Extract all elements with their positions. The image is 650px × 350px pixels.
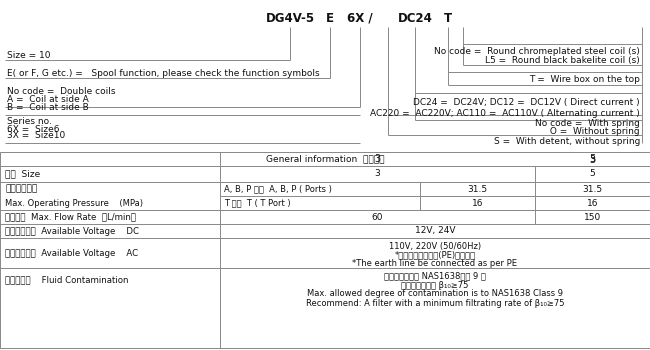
- Text: 油液最高污染级 NAS1638，第 9 级: 油液最高污染级 NAS1638，第 9 级: [384, 272, 486, 280]
- Text: 最高工作压力: 最高工作压力: [5, 184, 37, 194]
- Text: Series no.: Series no.: [7, 118, 52, 126]
- Text: Max. allowed degree of contamination is to NAS1638 Class 9: Max. allowed degree of contamination is …: [307, 289, 563, 299]
- Text: 通径  Size: 通径 Size: [5, 169, 40, 178]
- Text: 3X =  Size10: 3X = Size10: [7, 132, 65, 140]
- Text: Recommend: A filter with a minimum filtrating rate of β₁₀≥75: Recommend: A filter with a minimum filtr…: [306, 299, 564, 308]
- Text: 16: 16: [587, 198, 598, 208]
- Text: T: T: [444, 12, 452, 24]
- Text: 31.5: 31.5: [467, 184, 488, 194]
- Text: 油液清洁度    Fluid Contamination: 油液清洁度 Fluid Contamination: [5, 275, 129, 285]
- Text: 150: 150: [584, 212, 601, 222]
- Text: A =  Coil at side A: A = Coil at side A: [7, 96, 89, 105]
- Text: 31.5: 31.5: [582, 184, 603, 194]
- Text: DC24: DC24: [398, 12, 432, 24]
- Text: AC220 =  AC220V; AC110 =  AC110V ( Alternating current ): AC220 = AC220V; AC110 = AC110V ( Alterna…: [370, 108, 640, 118]
- Text: *电器保护导线请按(PE)规定接地: *电器保护导线请按(PE)规定接地: [395, 251, 476, 259]
- Text: General information  基本参数: General information 基本参数: [266, 154, 384, 163]
- Text: 3: 3: [590, 155, 595, 165]
- Text: 推荐过滤器精度 β₁₀≥75: 推荐过滤器精度 β₁₀≥75: [401, 280, 469, 289]
- Text: *The earth line be connected as per PE: *The earth line be connected as per PE: [352, 259, 517, 268]
- Text: 交流可用电压  Available Voltage    AC: 交流可用电压 Available Voltage AC: [5, 248, 138, 258]
- Text: 12V, 24V: 12V, 24V: [415, 226, 455, 236]
- Text: B =  Coil at side B: B = Coil at side B: [7, 104, 89, 112]
- Text: 6X =  Size6: 6X = Size6: [7, 125, 60, 133]
- Text: L5 =  Round black bakelite coil (s): L5 = Round black bakelite coil (s): [462, 56, 640, 65]
- Text: No code =  Double coils: No code = Double coils: [7, 88, 116, 97]
- Text: DC24 =  DC24V; DC12 =  DC12V ( Direct current ): DC24 = DC24V; DC12 = DC12V ( Direct curr…: [413, 98, 640, 107]
- Text: No code =  Round chromeplated steel coil (s): No code = Round chromeplated steel coil …: [434, 48, 640, 56]
- Text: 最大流量  Max. Flow Rate  （L/min）: 最大流量 Max. Flow Rate （L/min）: [5, 212, 136, 222]
- Text: O =  Without spring: O = Without spring: [525, 127, 640, 136]
- Text: 6X /: 6X /: [347, 12, 373, 24]
- Bar: [0, 152, 650, 348]
- Text: DG4V-5: DG4V-5: [265, 12, 315, 24]
- Text: 直流可用电压  Available Voltage    DC: 直流可用电压 Available Voltage DC: [5, 226, 139, 236]
- Text: 110V, 220V (50/60Hz): 110V, 220V (50/60Hz): [389, 241, 481, 251]
- Text: No code =  With spring: No code = With spring: [535, 119, 640, 127]
- Text: T =  Wire box on the top: T = Wire box on the top: [529, 75, 640, 84]
- Text: A, B, P 油口  A, B, P ( Ports ): A, B, P 油口 A, B, P ( Ports ): [224, 184, 332, 194]
- Text: 3: 3: [374, 169, 380, 178]
- Text: 16: 16: [472, 198, 483, 208]
- Text: S =  With detent, without spring: S = With detent, without spring: [493, 136, 640, 146]
- Text: E( or F, G etc.) =   Spool function, please check the function symbols: E( or F, G etc.) = Spool function, pleas…: [7, 69, 320, 77]
- Text: E: E: [326, 12, 334, 24]
- Text: 3: 3: [374, 154, 380, 164]
- Text: 5: 5: [590, 169, 595, 178]
- Text: 60: 60: [372, 212, 383, 222]
- Text: T 油口  T ( T Port ): T 油口 T ( T Port ): [224, 198, 291, 208]
- Text: 5: 5: [590, 154, 595, 164]
- Text: Max. Operating Pressure    (MPa): Max. Operating Pressure (MPa): [5, 198, 143, 208]
- Text: Size = 10: Size = 10: [7, 50, 51, 60]
- Text: www.eqmec.com: www.eqmec.com: [193, 191, 457, 219]
